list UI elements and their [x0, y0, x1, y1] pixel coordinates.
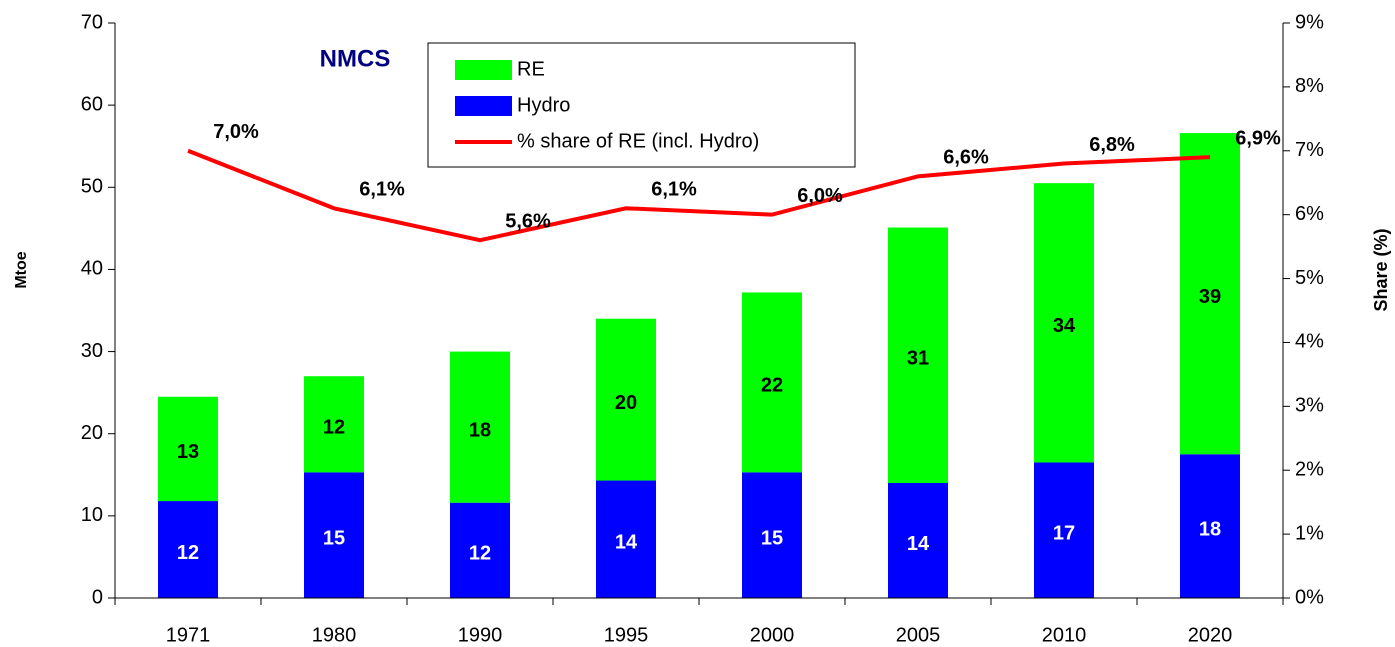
x-tick-label: 2000 — [750, 624, 795, 646]
y-tick-label: 10 — [81, 504, 103, 526]
line-value-label: 6,0% — [797, 185, 843, 207]
value-label: 20 — [615, 392, 637, 414]
legend-swatch — [455, 60, 512, 80]
annotation: NMCS — [320, 45, 391, 72]
line-value-label: 6,1% — [651, 179, 697, 201]
y-tick-label: 50 — [81, 176, 103, 198]
y2-tick-label: 9% — [1295, 11, 1324, 33]
value-label: 31 — [907, 348, 929, 370]
bar-segment — [1034, 183, 1094, 463]
value-label: 34 — [1053, 315, 1076, 337]
y-tick-label: 0 — [92, 586, 103, 608]
bar-segment — [596, 480, 656, 598]
y2-tick-label: 6% — [1295, 203, 1324, 225]
x-tick-label: 2020 — [1188, 624, 1233, 646]
y2-tick-label: 2% — [1295, 459, 1324, 481]
line-value-label: 6,9% — [1235, 127, 1281, 149]
y2-tick-label: 5% — [1295, 267, 1324, 289]
x-tick-label: 1995 — [604, 624, 649, 646]
y2-tick-label: 4% — [1295, 331, 1324, 353]
legend-label: Hydro — [517, 94, 570, 116]
value-label: 15 — [761, 527, 783, 549]
value-label: 39 — [1199, 286, 1221, 308]
y2-tick-label: 0% — [1295, 586, 1324, 608]
y2-tick-label: 8% — [1295, 75, 1324, 97]
y-tick-label: 60 — [81, 93, 103, 115]
line-value-label: 6,8% — [1089, 134, 1135, 156]
value-label: 22 — [761, 375, 783, 397]
line-value-label: 6,6% — [943, 147, 989, 169]
value-label: 15 — [323, 527, 345, 549]
x-tick-label: 1990 — [458, 624, 503, 646]
bar-segment — [450, 351, 510, 503]
bar-segment — [304, 472, 364, 598]
y-tick-label: 30 — [81, 340, 103, 362]
value-label: 13 — [177, 441, 199, 463]
bar-segment — [158, 501, 218, 598]
y2-tick-label: 1% — [1295, 522, 1324, 544]
line-value-label: 5,6% — [505, 211, 551, 233]
line — [187, 148, 1211, 243]
line-value-label: 6,1% — [359, 179, 405, 201]
bar-segment — [1180, 454, 1240, 598]
bar-segment — [158, 396, 218, 502]
bar-segment — [304, 376, 364, 473]
line-value-label: 7,0% — [213, 121, 259, 143]
x-tick-label: 1971 — [166, 624, 211, 646]
value-label: 12 — [469, 543, 491, 565]
bar-segment — [888, 227, 948, 483]
legend-label: RE — [517, 58, 545, 80]
x-tick-label: 2010 — [1042, 624, 1087, 646]
value-label: 18 — [469, 419, 491, 441]
value-label: 12 — [177, 542, 199, 564]
value-label: 14 — [907, 533, 930, 555]
y-tick-label: 20 — [81, 422, 103, 444]
bar-segment — [1180, 133, 1240, 455]
y-tick-label: 40 — [81, 258, 103, 280]
value-label: 12 — [323, 417, 345, 439]
value-label: 17 — [1053, 523, 1075, 545]
bar-segment — [1034, 462, 1094, 598]
bar-segment — [742, 292, 802, 473]
legend-swatch — [455, 96, 512, 116]
x-tick-label: 2005 — [896, 624, 941, 646]
y-tick-label: 70 — [81, 11, 103, 33]
bar-segment — [596, 318, 656, 481]
y-axis-label: Mtoe — [13, 251, 30, 288]
bar-segment — [888, 483, 948, 598]
y2-axis-label: Share (%) — [1371, 228, 1391, 311]
y2-tick-label: 7% — [1295, 139, 1324, 161]
value-label: 18 — [1199, 518, 1221, 540]
legend-label: % share of RE (incl. Hydro) — [517, 130, 759, 152]
value-label: 14 — [615, 532, 638, 554]
x-tick-label: 1980 — [312, 624, 357, 646]
bar-segment — [742, 472, 802, 598]
bar-segment — [450, 502, 510, 598]
y2-tick-label: 3% — [1295, 395, 1324, 417]
